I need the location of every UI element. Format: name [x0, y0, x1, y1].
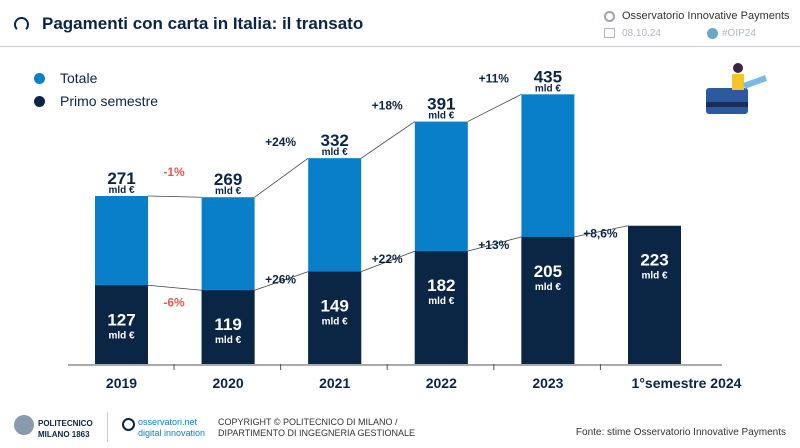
connector-line	[361, 250, 415, 272]
data-unit: mld €	[108, 330, 135, 341]
bar-semester	[521, 236, 575, 364]
data-unit: mld €	[428, 111, 455, 122]
connector-line	[254, 271, 309, 291]
osservatori-logo-icon	[122, 418, 135, 431]
bar-semester	[414, 251, 468, 364]
copyright-line1: COPYRIGHT © POLITECNICO DI MILANO /	[218, 417, 398, 427]
x-tick-label: 2023	[532, 375, 563, 391]
politecnico-logo: POLITECNICO MILANO 1863	[38, 419, 93, 439]
data-label-semester: 223	[640, 251, 668, 270]
data-unit: mld €	[322, 147, 349, 158]
legend-item-semester: Primo semestre	[34, 93, 158, 109]
data-unit: mld €	[641, 271, 668, 282]
legend-label: Totale	[60, 70, 98, 86]
data-label-total: 435	[534, 67, 562, 86]
connector-line	[147, 195, 202, 198]
growth-label-semester: +8,6%	[583, 227, 618, 241]
hashtag: #OIP24	[722, 28, 756, 39]
growth-label-total: +11%	[479, 71, 510, 85]
growth-label-semester: +26%	[265, 273, 296, 287]
data-unit: mld €	[535, 282, 562, 293]
data-label-total: 332	[321, 131, 349, 150]
legend-item-total: Totale	[34, 70, 97, 86]
connector-line	[467, 236, 522, 252]
bar-semester	[95, 285, 148, 364]
growth-label-semester: +22%	[372, 252, 403, 266]
connector-line	[467, 93, 522, 122]
data-unit: mld €	[322, 317, 349, 328]
legend-swatch	[34, 73, 45, 84]
twitter-icon	[707, 28, 718, 39]
data-label-semester: 182	[427, 276, 455, 295]
data-unit: mld €	[108, 185, 135, 196]
data-unit: mld €	[215, 186, 242, 197]
observatory-icon	[604, 11, 615, 22]
data-label-semester: 127	[107, 310, 135, 329]
politecnico-seal-icon	[14, 415, 34, 435]
observatory-name: Osservatorio Innovative Payments	[622, 10, 790, 22]
osservatori-logo: osservatori.net digital innovation	[138, 417, 206, 438]
x-tick-label: 2019	[106, 375, 137, 391]
copyright-line2: DIPARTIMENTO DI INGEGNERIA GESTIONALE	[218, 428, 416, 438]
bar-semester	[201, 290, 255, 364]
source-note: Fonte: stime Osservatorio Innovative Pay…	[575, 427, 786, 438]
connector-line	[574, 225, 629, 238]
data-label-semester: 205	[534, 262, 562, 281]
growth-label-total: +24%	[265, 135, 296, 149]
search-logo-icon	[14, 17, 29, 32]
data-label-semester: 119	[214, 315, 241, 334]
growth-label-semester: -6%	[163, 295, 185, 309]
page-title: Pagamenti con carta in Italia: il transa…	[42, 14, 364, 33]
growth-label-semester: +13%	[478, 238, 509, 252]
connector-line	[254, 157, 309, 198]
calendar-icon	[604, 28, 615, 38]
connector-line	[147, 284, 202, 291]
data-label-semester: 149	[321, 297, 349, 316]
data-label-total: 391	[427, 95, 455, 114]
data-label-total: 269	[214, 170, 242, 189]
connector-line	[360, 121, 416, 159]
bar-semester	[308, 271, 362, 364]
date: 08.10.24	[622, 28, 661, 39]
footer-divider	[107, 412, 108, 442]
x-tick-label: 2020	[213, 375, 244, 391]
x-tick-label: 1°semestre 2024	[632, 375, 742, 391]
data-unit: mld €	[428, 296, 455, 307]
data-label-total: 271	[107, 169, 135, 188]
bar-semester	[628, 225, 681, 364]
growth-label-total: -1%	[163, 165, 185, 179]
data-unit: mld €	[535, 83, 562, 94]
legend-swatch	[34, 96, 45, 107]
divider	[0, 46, 800, 47]
legend-label: Primo semestre	[60, 93, 159, 109]
x-tick-label: 2021	[319, 375, 350, 391]
growth-label-total: +18%	[372, 99, 403, 113]
card-illustration	[706, 63, 768, 114]
data-unit: mld €	[215, 335, 242, 346]
x-tick-label: 2022	[426, 375, 457, 391]
